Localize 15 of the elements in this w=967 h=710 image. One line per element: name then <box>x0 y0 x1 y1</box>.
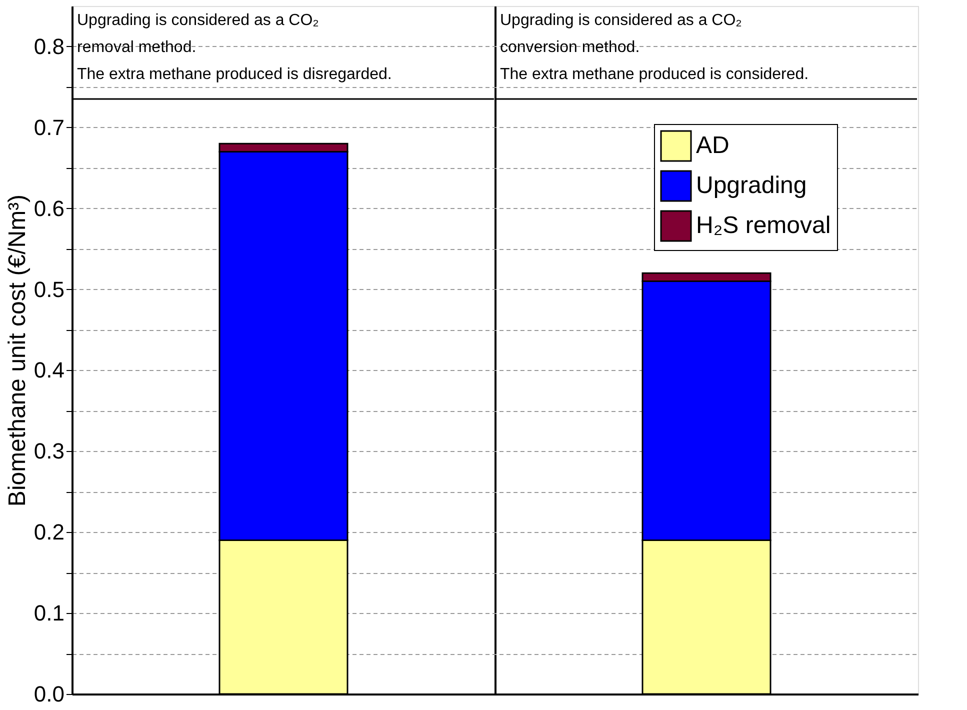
y-tick-label: 0.8 <box>34 34 64 59</box>
y-tick-label: 0.2 <box>34 520 64 545</box>
y-tick-label: 0.6 <box>34 196 64 221</box>
y-tick-label: 0.0 <box>34 682 64 706</box>
y-tick-label: 0.1 <box>34 600 64 626</box>
y-tick-label: 0.4 <box>34 358 64 383</box>
legend-label: H₂S removal <box>696 212 831 239</box>
legend-label: Upgrading <box>696 172 807 199</box>
annotation: Upgrading is considered as a CO₂ conversion method. The extra methane produced is considered. <box>500 12 809 83</box>
y-axis-title: Biomethane unit cost (€/Nm³) <box>4 194 31 507</box>
legend-label: AD <box>696 132 730 159</box>
y-tick-label: 0.3 <box>34 438 64 464</box>
annotation: Upgrading is considered as a CO₂ removal method. The extra methane produced is disregarded. <box>77 12 392 83</box>
y-tick-label: 0.5 <box>34 276 64 302</box>
y-tick-label: 0.7 <box>34 114 64 140</box>
